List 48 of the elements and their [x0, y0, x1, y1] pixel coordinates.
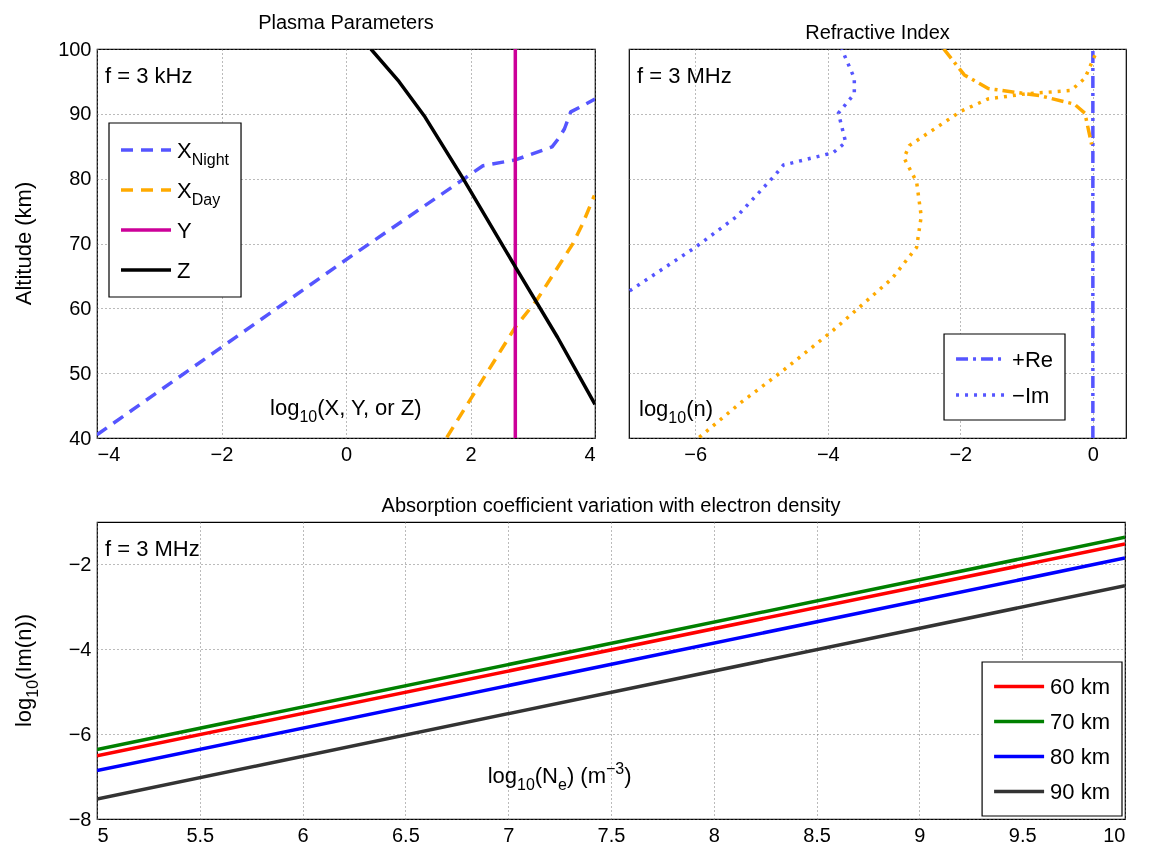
x-tick-label: 2 — [465, 442, 477, 465]
legend-label: 80 km — [1050, 744, 1111, 770]
y-axis-title: Altitude (km) — [11, 181, 36, 306]
y-tick-label: 60 — [69, 296, 92, 319]
annotation: f = 3 MHz — [105, 536, 200, 561]
x-tick-label: 8.5 — [803, 823, 832, 846]
y-tick-label: 100 — [58, 37, 92, 60]
legend-label: −Im — [1012, 382, 1050, 408]
legend-label: Z — [177, 257, 191, 283]
x-tick-label: 7 — [503, 823, 515, 846]
x-tick-label: 9.5 — [1008, 823, 1037, 846]
x-tick-label: 10 — [1103, 823, 1126, 846]
x-tick-label: 5 — [97, 823, 109, 846]
chart-title: Absorption coefficient variation with electron density — [381, 494, 841, 516]
x-tick-label: 0 — [340, 442, 353, 465]
y-tick-label: −4 — [68, 637, 92, 660]
x-tick-label: 6.5 — [391, 823, 420, 846]
x-tick-label: −2 — [949, 442, 973, 465]
legend-label: 60 km — [1050, 674, 1111, 700]
y-tick-label: 90 — [69, 102, 92, 125]
x-tick-label: 5.5 — [186, 823, 215, 846]
y-tick-label: −6 — [68, 722, 92, 745]
x-tick-label: 4 — [584, 442, 596, 465]
legend-label: 70 km — [1050, 709, 1111, 735]
y-tick-label: 80 — [69, 167, 92, 190]
y-tick-label: 40 — [69, 426, 92, 449]
x-tick-label: 8 — [708, 823, 720, 846]
x-tick-label: −2 — [210, 442, 234, 465]
y-tick-label: 70 — [69, 232, 92, 254]
y-axis-title: log10(Im(n)) — [11, 613, 41, 728]
annotation: f = 3 kHz — [105, 63, 193, 88]
x-tick-label: −6 — [684, 442, 708, 465]
x-tick-label: −4 — [816, 442, 840, 465]
legend-label: +Re — [1012, 346, 1054, 372]
y-tick-label: −2 — [68, 552, 92, 575]
chart-title: Plasma Parameters — [258, 11, 434, 33]
x-tick-label: 6 — [297, 823, 309, 846]
chart-title: Refractive Index — [805, 21, 950, 43]
x-tick-label: 0 — [1087, 442, 1099, 465]
y-tick-label: −8 — [68, 807, 92, 830]
line-series — [445, 193, 595, 438]
x-tick-label: 9 — [914, 823, 926, 846]
x-tick-label: −4 — [97, 442, 121, 465]
legend-label: 90 km — [1050, 779, 1111, 805]
annotation: f = 3 MHz — [637, 63, 732, 88]
x-tick-label: 7.5 — [597, 823, 626, 846]
y-tick-label: 50 — [69, 361, 92, 384]
legend-label: Y — [177, 217, 192, 243]
